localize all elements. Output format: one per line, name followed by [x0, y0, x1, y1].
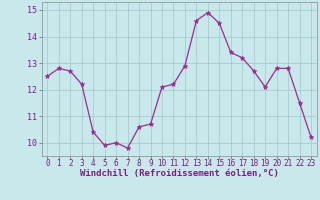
X-axis label: Windchill (Refroidissement éolien,°C): Windchill (Refroidissement éolien,°C) [80, 169, 279, 178]
